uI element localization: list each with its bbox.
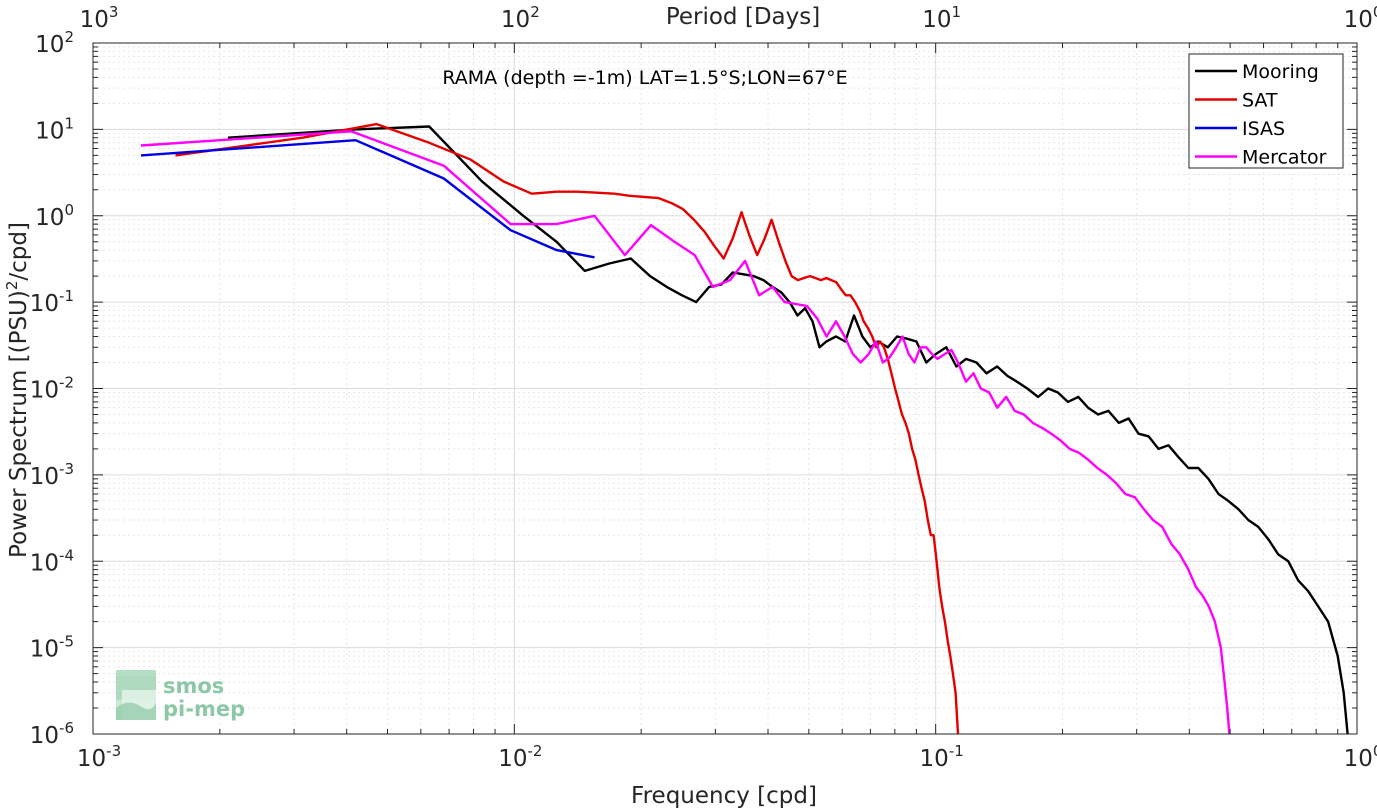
tick-marks — [92, 42, 1358, 735]
logo-line-2: pi-mep — [163, 697, 245, 721]
chart-annotation: RAMA (depth =-1m) LAT=1.5°S;LON=67°E — [442, 67, 847, 89]
logo-line-1: smos — [163, 674, 224, 698]
legend-label: Mercator — [1242, 147, 1327, 169]
x-tick-labels: 10-3 10-2 10-1 100 — [77, 742, 1377, 772]
y-axis-title-superscript: 2 — [3, 281, 21, 291]
y-axis-title-tail: /cpd] — [6, 222, 32, 281]
legend-box — [1188, 53, 1344, 169]
top-tick-labels: 103 102 101 100 — [80, 3, 1377, 33]
y-axis-title: Power Spectrum [(PSU)2/cpd] — [3, 222, 32, 558]
x-axis-title: Frequency [cpd] — [631, 783, 817, 809]
y-tick-label: 10-3 — [30, 460, 74, 490]
series-line-isas — [140, 138, 595, 259]
series-line-sat — [175, 122, 960, 735]
smos-pi-mep-logo: smos pi-mep — [116, 670, 245, 721]
top-tick-label: 102 — [501, 3, 540, 33]
y-tick-label: 102 — [35, 28, 74, 58]
legend-label: Mooring — [1242, 61, 1319, 83]
legend: Mooring SAT ISAS Mercator — [1188, 53, 1344, 169]
y-tick-label: 101 — [35, 114, 74, 144]
x-tick-label: 10-3 — [77, 742, 121, 772]
y-axis-title-main: Power Spectrum [(PSU) — [6, 290, 32, 558]
top-tick-label: 100 — [1344, 3, 1377, 33]
top-tick-label: 101 — [922, 3, 961, 33]
series-group — [140, 122, 1349, 735]
y-tick-label: 10-4 — [30, 546, 74, 576]
top-tick-label: 103 — [80, 3, 119, 33]
y-tick-label: 10-5 — [30, 633, 74, 663]
series-line-mercator — [140, 130, 1231, 735]
top-axis-title: Period [Days] — [666, 4, 820, 30]
legend-label: SAT — [1242, 90, 1278, 112]
legend-label: ISAS — [1242, 118, 1285, 140]
y-tick-label: 100 — [35, 201, 74, 231]
y-tick-labels: 102 101 100 10-1 10-2 10-3 10-4 10-5 10-6 — [30, 28, 74, 749]
y-tick-label: 10-2 — [30, 374, 74, 404]
y-tick-label: 10-6 — [30, 719, 74, 749]
logo-waves-icon — [116, 670, 156, 720]
x-tick-label: 10-2 — [498, 742, 542, 772]
y-tick-label: 10-1 — [30, 287, 74, 317]
x-tick-label: 100 — [1344, 742, 1377, 772]
x-tick-label: 10-1 — [920, 742, 964, 772]
